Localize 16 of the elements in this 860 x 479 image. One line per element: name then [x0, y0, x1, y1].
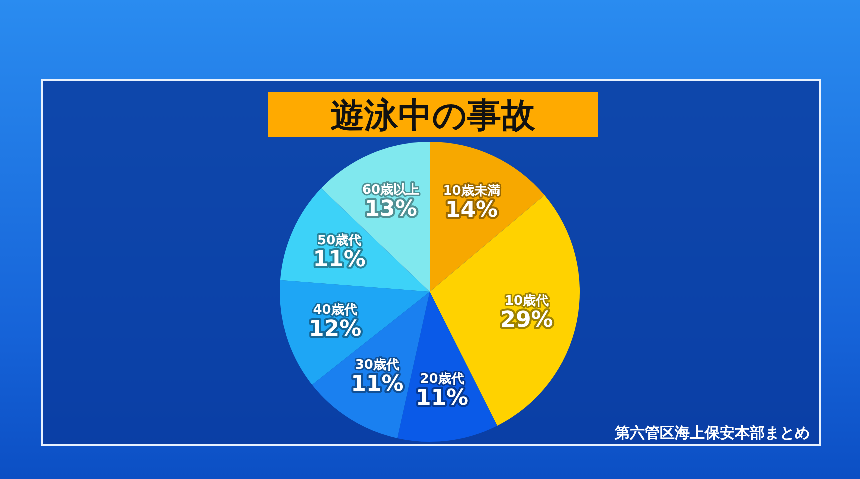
data-label: 11%	[351, 372, 404, 397]
data-label: 11%	[416, 386, 469, 412]
slice-label: 20歳代	[420, 372, 464, 388]
data-label: 12%	[308, 316, 362, 342]
slice-label: 40歳代	[313, 302, 358, 318]
data-label: 13%	[364, 196, 418, 222]
slice-label: 30歳代	[355, 358, 400, 373]
text: 第六管区海上保安本部まとめ	[614, 424, 810, 442]
data-label: 11%	[313, 248, 366, 273]
chart-title: 遊泳中の事故	[330, 96, 536, 136]
data-label: 29%	[500, 308, 554, 333]
slice-label: 10歳未満	[443, 184, 500, 200]
slice-label: 10歳代	[504, 294, 550, 309]
slice-label: 60歳以上	[362, 182, 420, 198]
data-label: 14%	[445, 198, 498, 224]
slice-label: 50歳代	[318, 234, 362, 249]
